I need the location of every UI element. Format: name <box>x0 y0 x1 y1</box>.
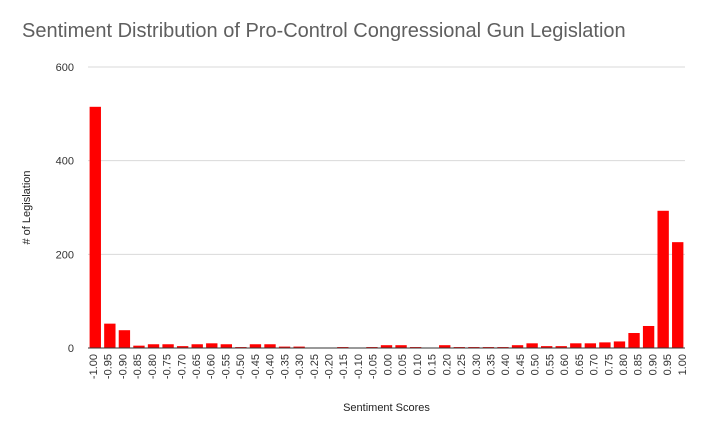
bar--0.55 <box>220 344 233 348</box>
bar--0.75 <box>162 344 174 348</box>
x-tick-label: 0.25 <box>456 354 468 375</box>
x-tick-label: -0.15 <box>338 354 350 379</box>
bar--0.90 <box>118 330 131 348</box>
x-tick-label: 0.85 <box>633 354 645 375</box>
bar--0.95 <box>104 323 116 348</box>
bar-0.55 <box>540 346 553 348</box>
bar-0.90 <box>642 325 655 348</box>
x-tick-label: 0.35 <box>485 354 497 375</box>
bars <box>89 106 684 348</box>
x-tick-label: -0.10 <box>353 354 365 379</box>
x-tick-label: 0.45 <box>515 354 527 375</box>
x-tick-label: -0.75 <box>162 354 174 379</box>
bar-0.65 <box>570 343 582 348</box>
x-tick-label: 0.50 <box>530 354 542 375</box>
x-tick-label: 0.70 <box>589 354 601 375</box>
x-tick-label: 0.20 <box>441 354 453 375</box>
y-tick-label: 200 <box>56 249 74 261</box>
x-tick-label: 0.65 <box>574 354 586 375</box>
x-tick-label: -0.50 <box>235 354 247 379</box>
bar--0.40 <box>264 344 276 348</box>
x-tick-label: 0.80 <box>618 354 630 375</box>
bar-0.05 <box>395 345 407 348</box>
x-tick-label: 0.60 <box>559 354 571 375</box>
x-tick-label: -0.25 <box>309 354 321 379</box>
x-tick-label: -0.95 <box>103 354 115 379</box>
bar--0.60 <box>206 343 218 348</box>
x-tick-label: 0.00 <box>382 354 394 375</box>
x-tick-label: 1.00 <box>677 354 689 375</box>
x-tick-label: -0.60 <box>206 354 218 379</box>
x-tick-label: 0.95 <box>662 354 674 375</box>
bar-0.80 <box>613 341 626 348</box>
bar--0.70 <box>176 346 189 348</box>
x-tick-label: 0.55 <box>544 354 556 375</box>
bar--0.30 <box>293 346 305 348</box>
x-tick-label: 0.40 <box>500 354 512 375</box>
x-tick-label: 0.10 <box>412 354 424 375</box>
x-axis-label: Sentiment Scores <box>343 402 430 414</box>
x-axis-ticks: -1.00 -0.95 -0.90 -0.85 -0.80 -0.75 -0.70 -0.65… <box>88 354 689 379</box>
x-tick-label: -0.35 <box>279 354 291 379</box>
x-tick-label: 0.30 <box>471 354 483 375</box>
bar-0.60 <box>555 346 567 348</box>
bar-0.85 <box>628 333 640 348</box>
bar-0.50 <box>526 343 538 348</box>
x-tick-label: -0.80 <box>147 354 159 379</box>
x-tick-label: 0.05 <box>397 354 409 375</box>
x-tick-label: -0.05 <box>368 354 380 379</box>
bar--0.85 <box>133 345 145 348</box>
bar--0.35 <box>278 346 291 348</box>
x-tick-label: 0.15 <box>427 354 439 375</box>
bar-0.45 <box>511 345 524 348</box>
x-tick-label: -0.40 <box>265 354 277 379</box>
x-tick-label: -0.20 <box>324 354 336 379</box>
y-axis-label: # of Legislation <box>21 171 33 245</box>
bar-0.95 <box>657 210 669 348</box>
x-tick-label: -0.90 <box>117 354 129 379</box>
x-tick-label: -1.00 <box>88 354 100 379</box>
x-tick-label: -0.55 <box>220 354 232 379</box>
y-tick-label: 600 <box>56 62 74 74</box>
bar--1.00 <box>89 106 101 348</box>
bar-0.20 <box>439 345 451 348</box>
bar-1.00 <box>672 242 684 348</box>
bar--0.65 <box>191 344 203 348</box>
chart-title: Sentiment Distribution of Pro-Control Co… <box>22 20 626 42</box>
bar--0.80 <box>147 344 160 348</box>
gridlines <box>88 66 685 255</box>
x-tick-label: 0.75 <box>603 354 615 375</box>
y-axis-ticks: 0 200 400 600 <box>56 62 74 355</box>
y-tick-label: 400 <box>56 156 74 168</box>
bar--0.45 <box>249 344 262 348</box>
bar-0.00 <box>380 345 393 348</box>
x-tick-label: -0.30 <box>294 354 306 379</box>
y-tick-label: 0 <box>68 343 74 355</box>
x-tick-label: -0.85 <box>132 354 144 379</box>
x-tick-label: -0.45 <box>250 354 262 379</box>
bar-0.75 <box>599 342 611 348</box>
x-tick-label: -0.65 <box>191 354 203 379</box>
x-tick-label: -0.70 <box>176 354 188 379</box>
bar-0.70 <box>584 343 597 348</box>
x-tick-label: 0.90 <box>647 354 659 375</box>
